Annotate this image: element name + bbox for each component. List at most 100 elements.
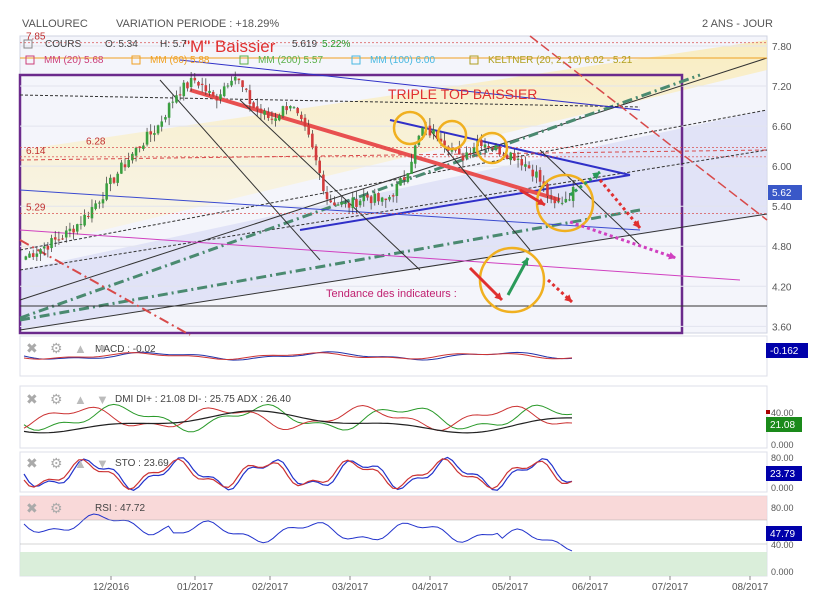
gear-icon[interactable]: ⚙ xyxy=(50,391,63,407)
red-dotted-arrow-1 xyxy=(598,179,642,229)
candle-body xyxy=(171,101,175,103)
triple-top-label: TRIPLE TOP BAISSIER xyxy=(388,86,537,102)
legend-high: H: 5.7 xyxy=(160,39,187,50)
candle-body xyxy=(498,146,501,155)
x-tick-label: 08/2017 xyxy=(732,582,769,593)
candle-body xyxy=(226,85,230,87)
macd-badge-bg xyxy=(766,343,808,358)
move-down-icon[interactable]: ▼ xyxy=(96,456,109,471)
m-baissier-label: "M" Baissier xyxy=(184,37,276,56)
y-tick-label: 4.20 xyxy=(772,282,792,293)
dmi-tick-top: 40.00 xyxy=(771,408,794,418)
rsi-line xyxy=(23,513,573,552)
candle-body xyxy=(303,117,307,127)
move-up-icon[interactable]: ▲ xyxy=(74,456,87,471)
x-tick-label: 02/2017 xyxy=(252,582,289,593)
gear-icon[interactable]: ⚙ xyxy=(50,455,63,471)
candle-body xyxy=(112,177,116,183)
move-down-icon[interactable]: ▼ xyxy=(96,392,109,407)
rsi-badge: 47.79 xyxy=(770,529,795,540)
macd-signal xyxy=(23,352,573,361)
macd-panel: MACD : -0.02 -0.162 xyxy=(19,335,808,377)
ma-legend-label: MM (100) 6.00 xyxy=(370,55,435,66)
candle-body xyxy=(50,238,53,249)
macd-lines xyxy=(23,351,573,361)
trend-lines xyxy=(19,35,768,336)
control-group: ✖ ⚙ ▲ ▼ xyxy=(26,340,109,356)
close-icon[interactable]: ✖ xyxy=(26,340,38,356)
move-up-icon[interactable]: ▲ xyxy=(74,341,87,356)
candle-body xyxy=(439,138,443,142)
rsi-tick-80: 80.00 xyxy=(771,503,794,513)
candle-body xyxy=(281,106,285,117)
y-tick-label: 4.80 xyxy=(772,242,792,253)
candle-body xyxy=(369,196,373,204)
candle-body xyxy=(61,238,64,240)
x-tick-label: 12/2016 xyxy=(93,582,130,593)
sto-tick-bottom: 0.000 xyxy=(771,483,794,493)
rsi-oversold-zone xyxy=(20,552,767,576)
candle-body xyxy=(94,203,97,209)
candle-body xyxy=(109,177,112,185)
candle-body xyxy=(538,170,542,182)
horizontal-dotted xyxy=(19,94,641,108)
ma-legend-icon xyxy=(239,55,249,65)
candle-body xyxy=(149,131,153,135)
candle-body xyxy=(285,106,288,111)
red-dotted-h xyxy=(19,149,768,161)
dmi-label: DMI DI+ : 21.08 DI- : 25.75 ADX : 26.40 xyxy=(115,394,291,405)
candle-body xyxy=(156,125,160,134)
macd-plot-area xyxy=(19,335,768,377)
candle-body xyxy=(322,174,325,192)
candle-body xyxy=(546,183,549,197)
candle-body xyxy=(105,183,108,200)
gear-icon[interactable]: ⚙ xyxy=(50,340,63,356)
move-up-icon[interactable]: ▲ xyxy=(74,392,87,407)
indicator-red-arrow-head xyxy=(494,292,502,300)
indicator-red-arrow xyxy=(468,266,504,302)
candle-body xyxy=(454,149,457,151)
adx-line xyxy=(23,410,572,434)
candle-body xyxy=(83,214,86,226)
sto-lines xyxy=(23,456,573,491)
candle-body xyxy=(274,118,277,121)
candle-body xyxy=(432,129,435,134)
candle-body xyxy=(535,171,538,178)
indicator-green-arrow-head xyxy=(521,258,529,266)
candle-body xyxy=(24,256,28,260)
candle-body xyxy=(134,147,138,156)
candle-body xyxy=(98,202,101,204)
dashdot-green-bottom xyxy=(19,208,641,322)
candle-body xyxy=(255,106,259,110)
dmi-plot-area xyxy=(19,385,768,449)
candle-body xyxy=(502,154,505,156)
close-icon[interactable]: ✖ xyxy=(26,455,38,471)
close-icon[interactable]: ✖ xyxy=(26,500,38,516)
price-badge: 5.62 xyxy=(772,188,792,199)
candle-body xyxy=(127,159,130,168)
annotations: 7.85 6.28 6.14 5.29 "M" Baissier TRIPLE TOP B… xyxy=(20,32,767,314)
gear-icon[interactable]: ⚙ xyxy=(50,500,63,516)
red-down-arrow-line xyxy=(189,88,561,202)
candle-body xyxy=(120,162,123,174)
magenta-line xyxy=(19,229,741,281)
candle-body xyxy=(505,154,509,159)
candle-body xyxy=(564,198,568,203)
sto-d-line xyxy=(23,458,573,490)
rsi-label: RSI : 47.72 xyxy=(95,503,145,514)
move-down-icon[interactable]: ▼ xyxy=(96,341,109,356)
candle-body xyxy=(314,146,318,161)
close-icon[interactable]: ✖ xyxy=(26,391,38,407)
candle-body xyxy=(491,148,494,150)
candle-body xyxy=(402,177,406,180)
variation-periode: VARIATION PERIODE : +18.29% xyxy=(116,18,279,30)
candle-body xyxy=(527,165,531,169)
ma-legend-label: MM (200) 5.57 xyxy=(258,55,323,66)
price-panel: 7.85 6.28 6.14 5.29 "M" Baissier TRIPLE TOP B… xyxy=(18,32,802,336)
candle-body xyxy=(182,82,186,97)
candle-body xyxy=(549,195,553,197)
candle-body xyxy=(197,82,200,86)
candle-body xyxy=(300,114,303,120)
rsi-tick-0: 0.000 xyxy=(771,567,794,577)
